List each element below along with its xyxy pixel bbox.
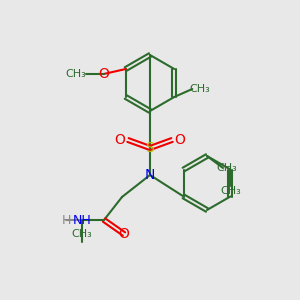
Text: O: O <box>115 133 125 147</box>
Text: CH₃: CH₃ <box>220 187 241 196</box>
Text: CH₃: CH₃ <box>190 84 211 94</box>
Text: N: N <box>145 168 155 182</box>
Text: NH: NH <box>73 214 92 226</box>
Text: O: O <box>118 227 129 241</box>
Text: CH₃: CH₃ <box>65 69 86 79</box>
Text: O: O <box>98 67 109 81</box>
Text: S: S <box>146 141 154 155</box>
Text: CH₃: CH₃ <box>72 229 92 239</box>
Text: H: H <box>61 214 71 226</box>
Text: O: O <box>175 133 185 147</box>
Text: CH₃: CH₃ <box>217 163 237 173</box>
